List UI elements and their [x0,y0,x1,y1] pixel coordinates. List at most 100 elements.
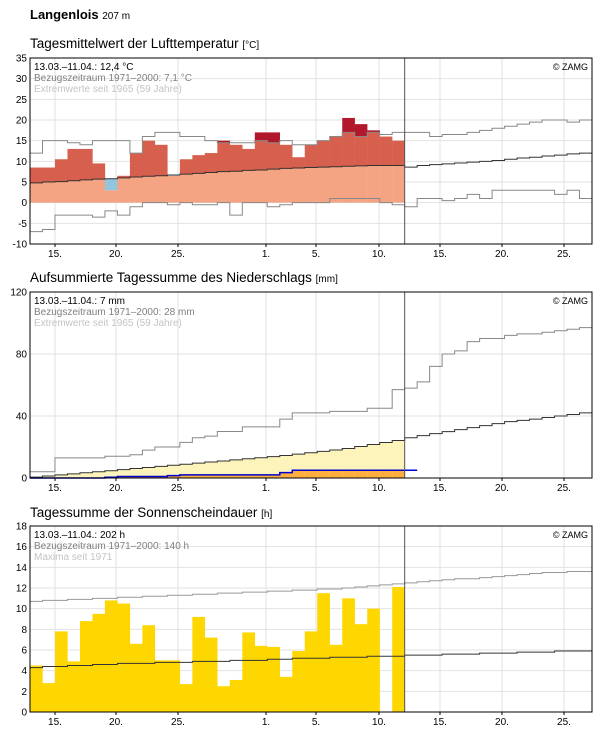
precip-observed-area [292,470,305,478]
temp-bar-above-normal [229,144,243,172]
precip-x-tick-label: 25. [557,483,571,494]
temp-bar-normal-part [229,171,243,203]
temp-bar-record [342,117,355,133]
sun-x-tick-label: 25. [557,717,571,728]
temp-bar-above-normal [254,140,268,171]
precip-observed-area [154,476,168,478]
sun-bar [30,665,43,712]
temp-bar-normal-part [167,175,181,203]
precip-observed-area [354,470,368,478]
sun-x-tick-label: 1. [262,717,270,728]
precip-info-period: 13.03.–11.04.: 7 mm [34,296,125,307]
sun-bar [154,660,168,712]
temp-x-tick-label: 5. [312,249,320,260]
precip-normal-area [42,475,56,478]
sun-x-tick-label: 20. [109,717,123,728]
sun-info-extreme: Maxima seit 1971 [34,552,113,563]
temp-x-tick-label: 20. [495,249,509,260]
temp-bar-above-normal [179,159,193,175]
precip-x-tick-label: 1. [262,483,270,494]
precip-x-tick-label: 20. [109,483,123,494]
temp-y-tick-label: 30 [16,74,28,85]
precip-observed-area [217,474,231,478]
precip-observed-area [129,476,143,478]
temp-bar-normal-part [30,182,43,203]
temp-bar-above-normal [30,167,43,183]
sun-bar [254,645,268,712]
precip-info-reference: Bezugszeitraum 1971–2000: 28 mm [34,307,195,318]
sun-x-tick-label: 5. [312,717,320,728]
precip-normal-area [79,472,93,478]
temp-bar-above-normal [154,144,168,176]
temp-x-tick-label: 10. [372,249,386,260]
temp-bar-above-normal [392,140,405,166]
precip-normal-area [67,473,81,478]
precip-normal-area [167,465,181,478]
temp-bar-above-normal [242,148,255,171]
precip-observed-area [204,474,218,478]
precip-normal-area [142,467,156,478]
temp-bar-below-normal [104,178,118,191]
temp-bar-above-normal [304,144,318,168]
temp-bar-above-normal [342,132,355,167]
sun-y-tick-label: 10 [16,604,28,615]
sun-bar [342,598,355,712]
temp-unit: [°C] [242,40,260,51]
precip-x-tick-label: 15. [433,483,447,494]
temp-bar-record [367,130,380,133]
sun-normal-line [30,650,592,669]
precip-normal-area [242,458,255,478]
sun-x-tick-label: 15. [433,717,447,728]
precip-observed-area [229,474,243,478]
precip-normal-area [379,442,393,478]
precip-normal-area [54,474,68,478]
sun-bar [92,613,106,712]
sun-x-tick-label: 10. [372,717,386,728]
temp-bar-above-normal [117,175,131,178]
temp-y-tick-label: 10 [16,157,28,168]
sun-bar [317,593,330,712]
temp-bar-record [354,124,368,137]
temp-bar-normal-part [354,165,368,203]
precip-normal-area [92,471,106,478]
temp-y-tick-label: 20 [16,116,28,127]
temp-bar-normal-part [129,177,143,203]
sun-y-tick-label: 14 [16,563,28,574]
precip-x-tick-label: 25. [171,483,185,494]
precip-observed-area [192,474,206,478]
sun-credit: © ZAMG [553,530,588,540]
sun-bar [79,621,93,712]
temp-bar-normal-part [67,180,81,203]
sun-bar [304,631,318,712]
temp-bar-normal-part [279,168,293,203]
temp-bar-above-normal [142,140,156,177]
temp-bar-record [217,140,231,143]
temp-bar-normal-part [304,167,318,203]
temp-y-tick-label: 15 [16,136,28,147]
precip-observed-area [117,476,131,478]
precip-normal-area [104,470,118,478]
precip-observed-area [342,470,355,478]
temp-bar-normal-part [54,181,68,203]
station-name: Langenlois [30,7,99,22]
temp-bar-above-normal [279,144,293,169]
sun-bar [279,676,293,712]
temp-bar-normal-part [42,182,56,203]
temp-y-tick-label: -10 [13,240,28,251]
temp-bar-normal-part [254,170,268,203]
temp-bar-above-normal [79,148,93,180]
temp-panel-title: Tagesmittelwert der Lufttemperatur [°C] [30,36,259,51]
precip-credit: © ZAMG [553,296,588,306]
temp-info-extreme: Extremwerte seit 1965 (59 Jahre) [34,84,182,95]
temp-bar-normal-part [267,169,280,203]
temp-bar-above-normal [379,136,393,166]
precip-observed-area [317,470,330,478]
temp-bar-above-normal [354,136,368,166]
temp-x-tick-label: 25. [557,249,571,260]
precip-normal-line [30,412,592,478]
precip-y-tick-label: 40 [16,412,28,423]
temp-bar-above-normal [329,136,343,167]
precip-observed-area [379,470,393,478]
sun-y-tick-label: 0 [21,708,27,719]
sun-bar [242,632,255,712]
